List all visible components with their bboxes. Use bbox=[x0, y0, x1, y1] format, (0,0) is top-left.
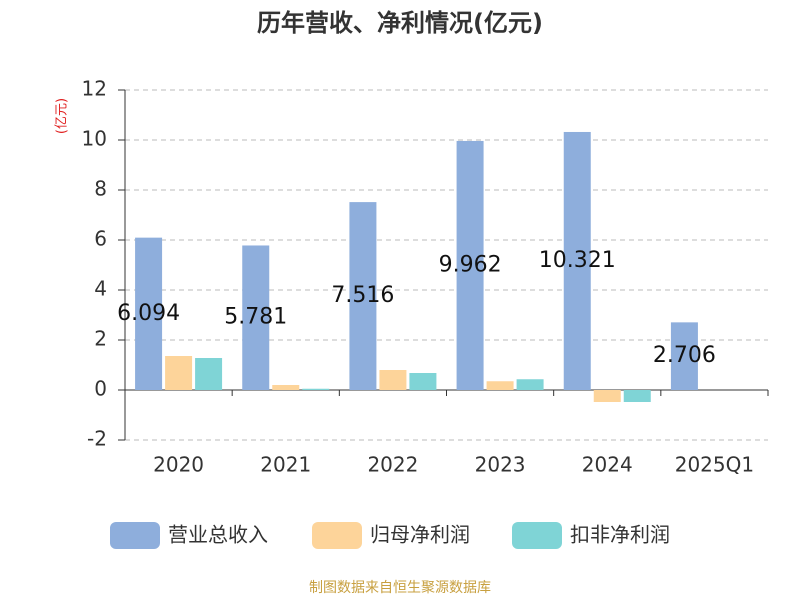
bar bbox=[379, 370, 407, 390]
bar bbox=[302, 388, 330, 390]
bar bbox=[272, 385, 300, 390]
y-tick-label: 6 bbox=[94, 227, 107, 251]
bar bbox=[623, 390, 651, 402]
bar bbox=[135, 237, 163, 390]
x-tick-label: 2020 bbox=[153, 453, 204, 477]
legend-label: 归母净利润 bbox=[370, 523, 470, 547]
y-axis-label: (亿元) bbox=[55, 98, 70, 134]
y-tick-label: -2 bbox=[87, 427, 107, 451]
y-tick-label: 4 bbox=[94, 277, 107, 301]
data-label: 5.781 bbox=[224, 305, 287, 330]
x-tick-label: 2022 bbox=[367, 453, 418, 477]
data-label: 2.706 bbox=[653, 343, 716, 368]
bar bbox=[670, 322, 698, 390]
legend-label: 扣非净利润 bbox=[570, 523, 670, 547]
x-tick-label: 2024 bbox=[582, 453, 633, 477]
source-note: 制图数据来自恒生聚源数据库 bbox=[309, 580, 491, 596]
legend-label: 营业总收入 bbox=[168, 523, 268, 547]
bar bbox=[165, 356, 193, 390]
x-tick-label: 2021 bbox=[260, 453, 311, 477]
bar bbox=[195, 358, 223, 390]
bar bbox=[409, 373, 437, 390]
chart-title: 历年营收、净利情况(亿元) bbox=[257, 9, 543, 37]
y-tick-label: 8 bbox=[94, 177, 107, 201]
y-tick-label: 12 bbox=[82, 77, 107, 101]
y-tick-label: 10 bbox=[82, 127, 107, 151]
legend-swatch bbox=[312, 522, 362, 549]
y-tick-label: 0 bbox=[94, 377, 107, 401]
legend-swatch bbox=[512, 522, 562, 549]
bar bbox=[563, 131, 591, 390]
bar bbox=[516, 379, 544, 390]
y-tick-label: 2 bbox=[94, 327, 107, 351]
data-label: 6.094 bbox=[117, 301, 180, 326]
bar bbox=[456, 140, 484, 390]
bar bbox=[593, 390, 621, 402]
bar bbox=[349, 202, 377, 390]
data-label: 7.516 bbox=[331, 283, 394, 308]
data-label: 9.962 bbox=[439, 252, 502, 277]
data-label: 10.321 bbox=[539, 248, 616, 273]
x-tick-label: 2023 bbox=[475, 453, 526, 477]
x-tick-label: 2025Q1 bbox=[675, 453, 754, 477]
legend-swatch bbox=[110, 522, 160, 549]
bar bbox=[242, 245, 270, 390]
bar bbox=[486, 381, 514, 390]
